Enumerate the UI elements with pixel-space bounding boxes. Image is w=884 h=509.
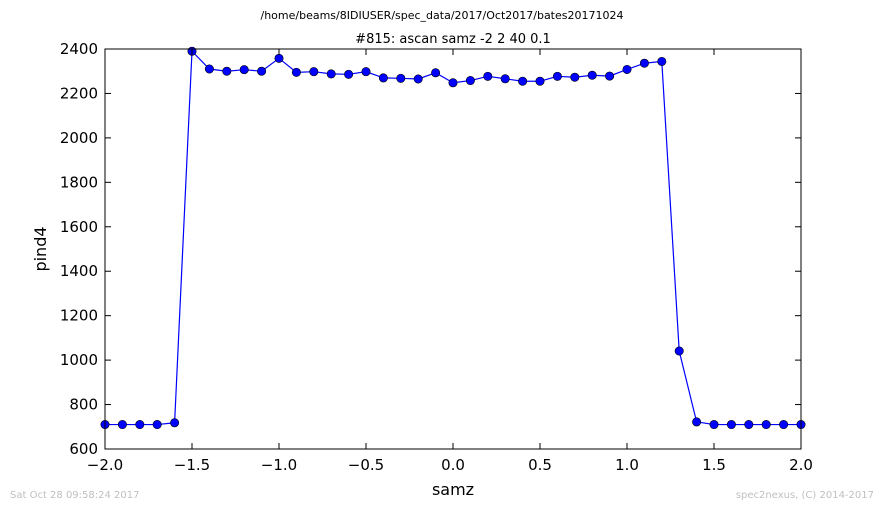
data-point xyxy=(135,420,145,430)
data-point xyxy=(709,420,719,430)
data-point xyxy=(222,66,232,76)
chart-title: #815: ascan samz -2 2 40 0.1 xyxy=(355,32,551,47)
data-point xyxy=(657,56,667,66)
x-tick-label: −2.0 xyxy=(87,456,123,474)
data-point xyxy=(413,74,423,84)
data-point xyxy=(726,420,736,430)
data-point xyxy=(570,72,580,82)
footer-credit: spec2nexus, (C) 2014-2017 xyxy=(736,490,874,501)
data-point xyxy=(309,67,319,77)
x-axis: −2.0 −1.5 −1.0 −0.5 0.0 0.5 1.0 1.5 2.0 xyxy=(87,49,813,474)
data-point xyxy=(239,65,249,75)
plot-area xyxy=(100,46,806,430)
chart-suptitle: /home/beams/8IDIUSER/spec_data/2017/Oct2… xyxy=(261,9,624,22)
data-point xyxy=(291,67,301,77)
data-point xyxy=(204,64,214,74)
y-tick-label: 2000 xyxy=(60,129,98,147)
y-tick-label: 2200 xyxy=(60,84,98,102)
data-point xyxy=(605,71,615,81)
data-point xyxy=(396,73,406,83)
data-point xyxy=(170,418,180,428)
y-axis-label: pind4 xyxy=(31,226,50,271)
data-point xyxy=(448,78,458,88)
data-point xyxy=(431,68,441,78)
y-tick-label: 600 xyxy=(69,440,98,458)
data-point xyxy=(674,346,684,356)
series-line xyxy=(105,49,801,426)
data-point xyxy=(761,420,771,430)
data-point xyxy=(465,76,475,86)
data-point xyxy=(344,69,354,79)
y-tick-label: 1400 xyxy=(60,262,98,280)
x-tick-label: 0.5 xyxy=(528,456,552,474)
data-point xyxy=(483,71,493,81)
data-point xyxy=(692,417,702,427)
x-tick-label: 1.0 xyxy=(615,456,639,474)
data-point xyxy=(361,67,371,77)
x-tick-label: 0.0 xyxy=(441,456,465,474)
y-tick-label: 1800 xyxy=(60,173,98,191)
x-tick-label: 2.0 xyxy=(789,456,813,474)
y-tick-label: 800 xyxy=(69,396,98,414)
x-tick-label: 1.5 xyxy=(702,456,726,474)
data-point xyxy=(117,420,127,430)
data-point xyxy=(552,71,562,81)
footer-timestamp: Sat Oct 28 09:58:24 2017 xyxy=(10,490,140,501)
data-point xyxy=(326,69,336,79)
data-point xyxy=(744,420,754,430)
data-point xyxy=(152,420,162,430)
x-tick-label: −1.0 xyxy=(261,456,297,474)
data-point xyxy=(518,76,528,86)
y-tick-label: 1600 xyxy=(60,218,98,236)
y-axis: 600 800 1000 1200 1400 1600 1800 2000 2200 2400 xyxy=(60,40,801,458)
x-tick-label: −0.5 xyxy=(348,456,384,474)
plot-frame xyxy=(104,48,802,450)
data-point xyxy=(535,76,545,86)
data-point xyxy=(587,70,597,80)
y-tick-label: 2400 xyxy=(60,40,98,58)
data-point xyxy=(274,53,284,63)
data-point xyxy=(500,74,510,84)
data-point xyxy=(639,58,649,68)
y-tick-label: 1200 xyxy=(60,307,98,325)
data-point xyxy=(257,66,267,76)
x-tick-label: −1.5 xyxy=(174,456,210,474)
data-point xyxy=(378,73,388,83)
x-axis-label: samz xyxy=(432,480,474,499)
y-tick-label: 1000 xyxy=(60,351,98,369)
data-point xyxy=(622,64,632,74)
data-point xyxy=(779,420,789,430)
